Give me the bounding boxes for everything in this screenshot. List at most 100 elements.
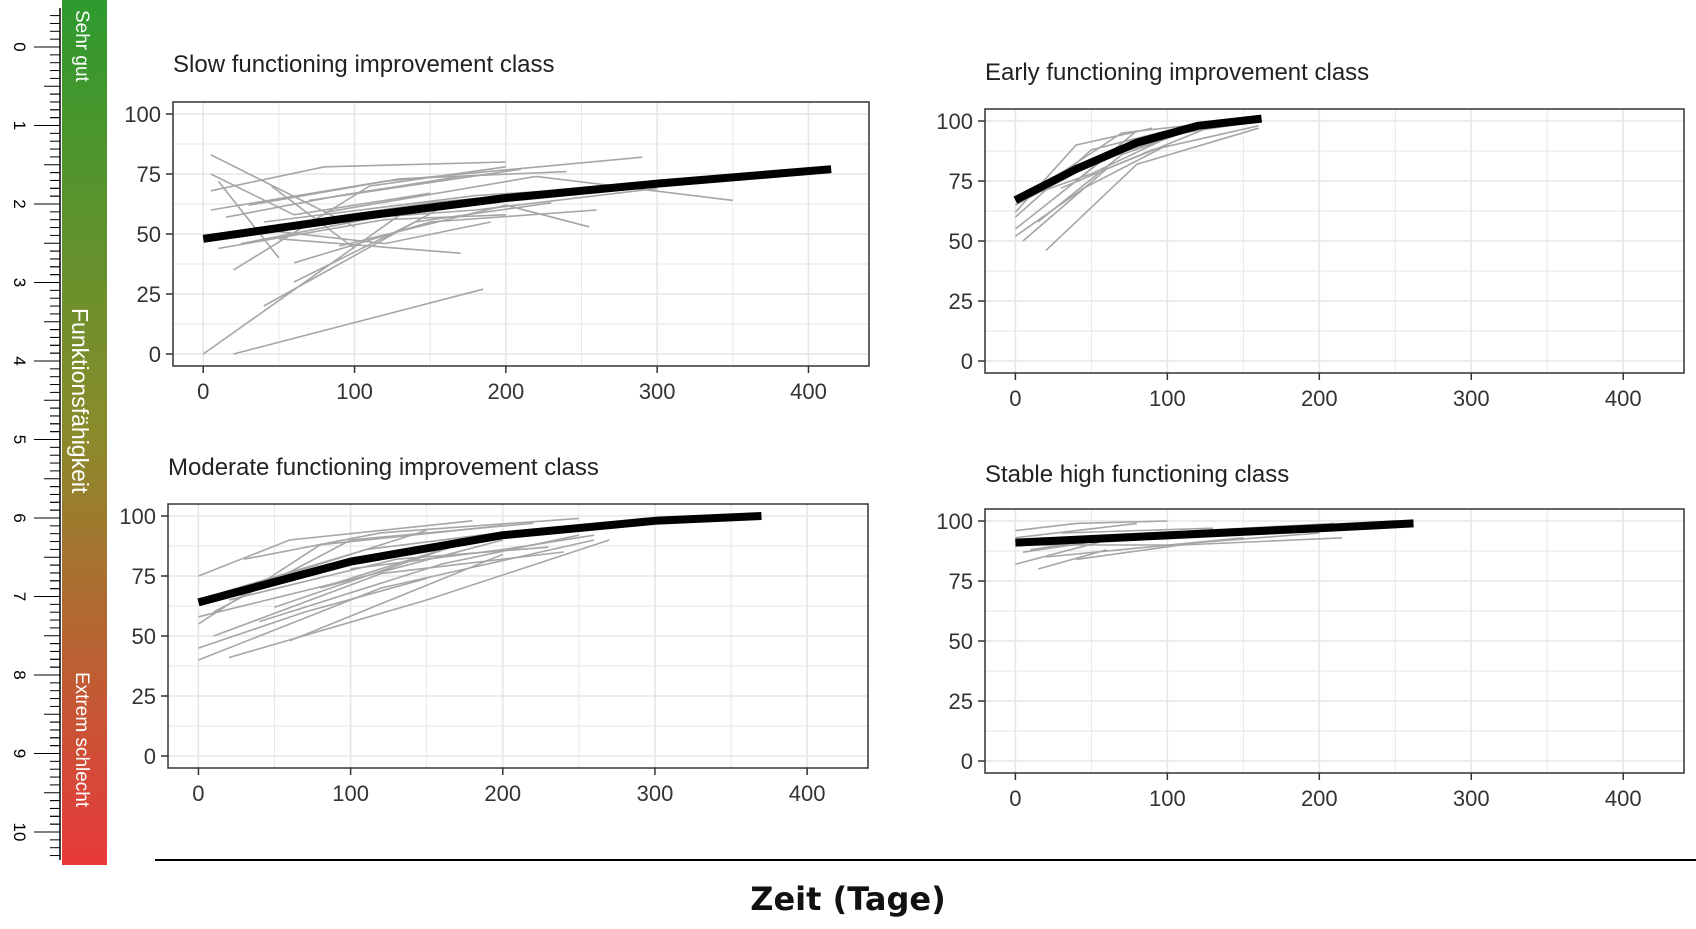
individual-trajectory bbox=[1014, 129, 1168, 218]
individual-trajectory bbox=[202, 214, 401, 355]
individual-trajectory bbox=[324, 175, 733, 214]
individual-trajectory bbox=[228, 546, 549, 601]
y-tick-label: 0 bbox=[961, 349, 973, 374]
y-tick-label: 50 bbox=[949, 629, 973, 654]
ruler-tick-label: 6 bbox=[10, 513, 29, 522]
functioning-scale-bar: Sehr gut Funktionsfähigkeit Extrem schle… bbox=[62, 0, 107, 865]
individual-trajectory bbox=[319, 539, 503, 589]
y-tick-label: 75 bbox=[132, 564, 156, 589]
individual-trajectory bbox=[210, 173, 431, 216]
x-tick-label: 100 bbox=[332, 781, 369, 806]
individual-trajectory bbox=[1076, 532, 1320, 561]
y-tick-label: 100 bbox=[936, 109, 973, 134]
ruler-tick-label: 7 bbox=[10, 592, 29, 601]
panel-stable-high-functioning: Stable high functioning class 0 100 200 300 4… bbox=[936, 461, 1685, 811]
scale-label-top: Sehr gut bbox=[71, 10, 92, 83]
individual-trajectory bbox=[248, 170, 567, 206]
ruler-tick-label: 8 bbox=[10, 670, 29, 679]
y-tick-label: 0 bbox=[149, 342, 161, 367]
individual-trajectory bbox=[221, 529, 519, 594]
y-tick-label: 75 bbox=[137, 162, 161, 187]
x-tick-label: 300 bbox=[1453, 386, 1490, 411]
x-tick-label: 200 bbox=[488, 379, 525, 404]
ruler-tick-label: 0 bbox=[10, 42, 29, 51]
individual-trajectory bbox=[350, 534, 595, 570]
shared-x-axis-label: Zeit (Tage) bbox=[750, 880, 946, 918]
individual-trajectory bbox=[278, 238, 461, 254]
ruler-tick-label: 4 bbox=[10, 356, 29, 365]
individual-trajectory bbox=[293, 202, 552, 283]
ruler-tick-label: 5 bbox=[10, 435, 29, 444]
ruler-tick-label: 9 bbox=[10, 749, 29, 758]
individual-trajectory bbox=[233, 288, 484, 355]
individual-trajectory bbox=[256, 221, 491, 245]
individual-trajectory bbox=[198, 577, 427, 649]
y-tick-label: 50 bbox=[137, 222, 161, 247]
individual-trajectory bbox=[217, 180, 280, 259]
x-tick-label: 100 bbox=[336, 379, 373, 404]
individual-trajectory bbox=[1060, 527, 1213, 534]
x-tick-label: 100 bbox=[1149, 786, 1186, 811]
individual-trajectory bbox=[1015, 522, 1138, 539]
mean-trajectory bbox=[1015, 519, 1414, 547]
y-tick-label: 25 bbox=[137, 282, 161, 307]
x-tick-label: 0 bbox=[192, 781, 204, 806]
y-tick-label: 100 bbox=[119, 504, 156, 529]
y-tick-label: 50 bbox=[132, 624, 156, 649]
mean-trajectory bbox=[1013, 114, 1263, 204]
individual-trajectory bbox=[210, 161, 506, 192]
individual-trajectory bbox=[270, 185, 356, 250]
individual-trajectory bbox=[1060, 125, 1259, 189]
individual-trajectory bbox=[225, 175, 461, 218]
individual-trajectory bbox=[243, 517, 579, 560]
y-tick-label: 0 bbox=[144, 744, 156, 769]
y-tick-label: 25 bbox=[132, 684, 156, 709]
x-tick-label: 400 bbox=[789, 781, 826, 806]
individual-trajectory bbox=[1045, 127, 1259, 252]
panel-moderate-functioning: Moderate functioning improvement class 0 1… bbox=[119, 454, 869, 806]
x-tick-label: 100 bbox=[1149, 386, 1186, 411]
ruler-tick-label: 2 bbox=[10, 199, 29, 208]
y-tick-label: 25 bbox=[949, 289, 973, 314]
scale-label-bottom: Extrem schlecht bbox=[71, 672, 92, 808]
individual-trajectory bbox=[1015, 520, 1168, 532]
y-tick-label: 100 bbox=[124, 102, 161, 127]
individual-trajectory bbox=[1037, 549, 1107, 570]
individual-trajectory bbox=[289, 553, 504, 642]
score-ruler: 0 1 2 3 4 5 6 7 8 9 10 bbox=[10, 8, 61, 860]
panel-title: Early functioning improvement class bbox=[985, 59, 1369, 86]
individual-trajectory bbox=[339, 204, 590, 247]
y-tick-label: 25 bbox=[949, 689, 973, 714]
ruler-tick-label: 1 bbox=[10, 121, 29, 130]
y-tick-label: 75 bbox=[949, 569, 973, 594]
individual-trajectory bbox=[369, 166, 506, 187]
panel-early-functioning: Early functioning improvement class 0 100 2… bbox=[936, 59, 1685, 411]
panel-slow-functioning: Slow functioning improvement class 0 100 20… bbox=[124, 51, 870, 404]
y-tick-label: 50 bbox=[949, 229, 973, 254]
y-tick-label: 0 bbox=[961, 749, 973, 774]
x-tick-label: 400 bbox=[1605, 786, 1642, 811]
individual-trajectory bbox=[218, 214, 506, 250]
ruler-tick-label: 10 bbox=[10, 823, 29, 842]
x-tick-label: 0 bbox=[197, 379, 209, 404]
y-tick-label: 100 bbox=[936, 509, 973, 534]
mean-trajectory bbox=[202, 165, 832, 243]
x-tick-label: 0 bbox=[1009, 386, 1021, 411]
x-tick-label: 300 bbox=[1453, 786, 1490, 811]
panel-title: Moderate functioning improvement class bbox=[168, 454, 599, 481]
x-tick-label: 300 bbox=[637, 781, 674, 806]
panel-title: Slow functioning improvement class bbox=[173, 51, 555, 78]
x-tick-label: 200 bbox=[1301, 786, 1338, 811]
x-tick-label: 400 bbox=[1605, 386, 1642, 411]
x-tick-label: 300 bbox=[639, 379, 676, 404]
individual-trajectory bbox=[213, 551, 564, 637]
individual-trajectory bbox=[198, 520, 473, 577]
x-tick-label: 400 bbox=[790, 379, 827, 404]
mean-trajectory bbox=[197, 512, 762, 607]
x-tick-label: 200 bbox=[1301, 386, 1338, 411]
individual-trajectory bbox=[1022, 137, 1168, 199]
panel-title: Stable high functioning class bbox=[985, 461, 1289, 488]
y-tick-label: 75 bbox=[949, 169, 973, 194]
x-tick-label: 200 bbox=[484, 781, 521, 806]
